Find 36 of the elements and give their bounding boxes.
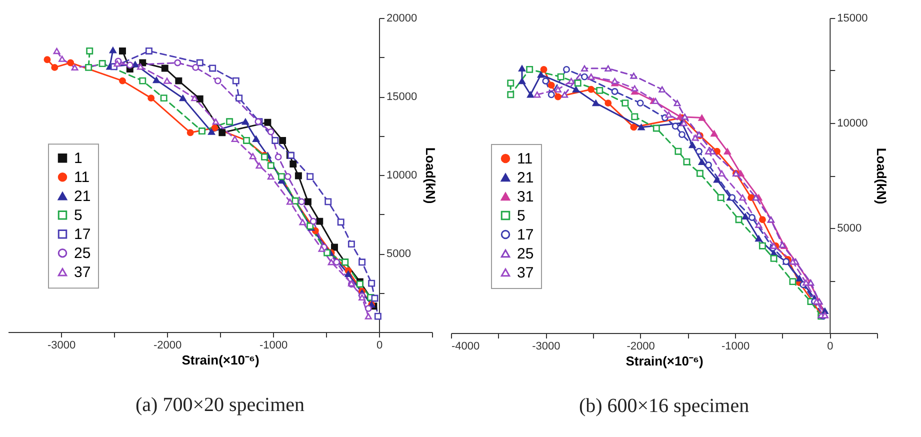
legend-label: 11 <box>74 169 90 186</box>
legend-label: 1 <box>74 150 82 168</box>
y-axis-title: Load(kN) <box>423 147 438 204</box>
x-tick-label: -3000 <box>532 340 560 352</box>
legend-label: 5 <box>74 207 82 224</box>
y-tick-label: 15000 <box>837 12 868 24</box>
x-tick-label: 0 <box>376 340 383 352</box>
x-tick-label: -2000 <box>153 340 182 352</box>
x-tick-label: -3000 <box>47 340 76 352</box>
y-tick-label: 5000 <box>386 248 411 260</box>
legend-label: 21 <box>74 188 91 206</box>
y-tick-label: 20000 <box>386 12 418 24</box>
y-axis-title: Load(kN) <box>874 148 889 204</box>
text: (b) 600×16 specimen <box>578 395 750 417</box>
x-tick-label: -1000 <box>259 340 288 352</box>
x-tick-label: -2000 <box>626 340 655 352</box>
legend-label: 37 <box>517 264 534 282</box>
y-tick-label: 10000 <box>386 170 418 182</box>
x-tick-label: 0 <box>827 340 834 352</box>
y-tick-label: 15000 <box>386 91 418 103</box>
legend-label: 25 <box>517 246 534 262</box>
y-tick-label: 10000 <box>837 118 868 130</box>
x-axis-title: Strain(×10⁻⁶) <box>182 352 260 368</box>
x-tick-label: -4000 <box>452 340 480 352</box>
legend-label: 21 <box>517 170 534 186</box>
legend-label: 31 <box>517 188 534 206</box>
text: (a) 700×20 specimen <box>135 394 305 416</box>
legend-label: 5 <box>517 208 526 224</box>
legend-label: 25 <box>74 245 91 262</box>
legend-label: 11 <box>517 150 533 168</box>
legend-label: 37 <box>74 264 91 282</box>
legend-label: 17 <box>517 226 534 244</box>
x-axis-title: Strain(×10⁻⁶) <box>626 354 704 368</box>
legend-label: 17 <box>74 226 91 244</box>
y-tick-label: 5000 <box>837 222 862 234</box>
x-tick-label: -1000 <box>721 340 750 352</box>
